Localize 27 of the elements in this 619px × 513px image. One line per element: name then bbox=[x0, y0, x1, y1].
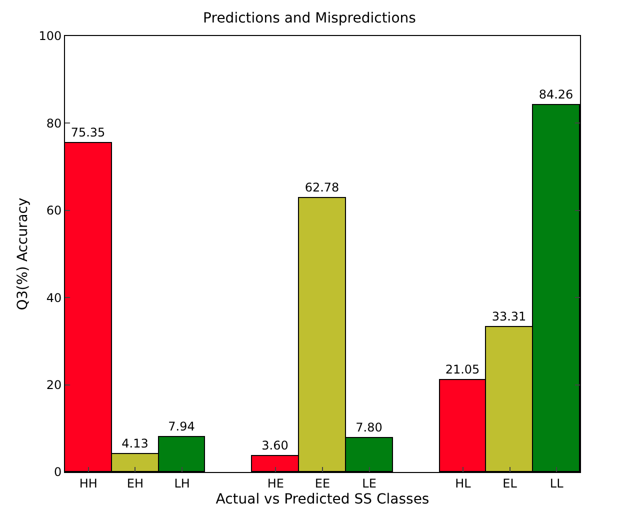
data-label: 7.80 bbox=[356, 420, 382, 434]
chart-title: Predictions and Mispredictions bbox=[203, 10, 416, 27]
x-tick-label: HH bbox=[79, 476, 98, 490]
x-tick-label: EL bbox=[502, 476, 518, 490]
y-tick-label: 60 bbox=[46, 204, 62, 218]
y-tick-label: 80 bbox=[46, 116, 62, 130]
data-label: 75.35 bbox=[70, 126, 106, 140]
x-axis-title: Actual vs Predicted SS Classes bbox=[216, 492, 430, 508]
x-tick-label: EE bbox=[314, 476, 330, 490]
x-tick-label: LH bbox=[174, 476, 190, 490]
y-tick-label: 40 bbox=[46, 290, 62, 305]
y-tick-label: 20 bbox=[46, 378, 62, 392]
y-tick-label: 0 bbox=[54, 465, 62, 480]
data-label: 7.94 bbox=[168, 420, 195, 434]
data-label: 4.13 bbox=[122, 436, 148, 450]
x-tick-label: HL bbox=[455, 476, 472, 490]
data-label: 3.60 bbox=[262, 438, 288, 452]
x-tick-label: EH bbox=[126, 476, 144, 490]
x-tick-label: LL bbox=[550, 476, 564, 490]
x-tick-label: LE bbox=[362, 476, 376, 490]
data-label: 33.31 bbox=[492, 310, 526, 324]
data-label: 84.26 bbox=[538, 88, 574, 102]
x-tick-label: HE bbox=[267, 476, 284, 490]
y-tick-label: 100 bbox=[38, 29, 62, 44]
y-axis-title: Q3(%) Accuracy bbox=[15, 198, 31, 310]
data-label: 62.78 bbox=[304, 180, 340, 194]
data-label: 21.05 bbox=[445, 362, 480, 376]
